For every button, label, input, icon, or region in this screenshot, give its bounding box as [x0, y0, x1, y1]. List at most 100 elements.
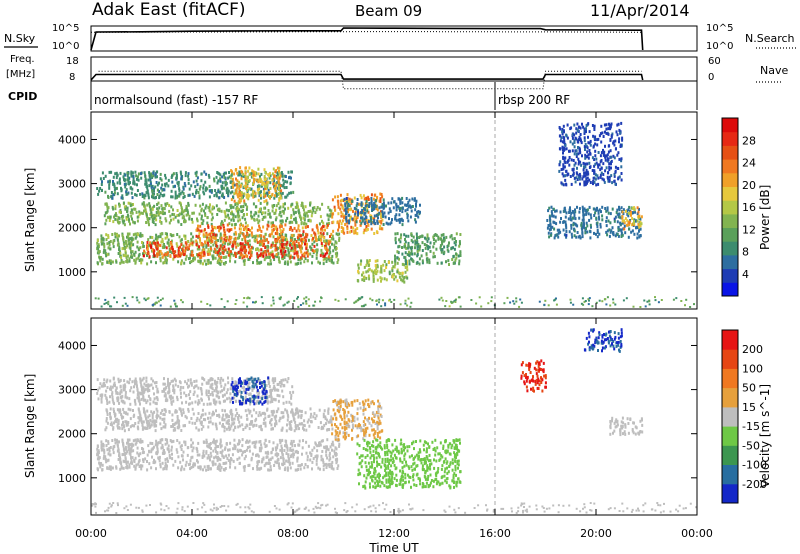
velocity-data-cell: [253, 440, 256, 444]
power-data-cell: [574, 149, 577, 153]
power-data-cell: [340, 225, 343, 229]
power-data-cell: [340, 199, 342, 203]
power-data-cell: [274, 254, 277, 258]
power-data-cell: [555, 222, 558, 226]
power-data-cell: [589, 223, 592, 227]
power-data-cell: [114, 187, 117, 191]
power-data-cell: [361, 208, 364, 212]
power-data-cell: [153, 204, 156, 208]
velocity-data-cell: [164, 465, 167, 468]
power-data-cell: [404, 302, 407, 305]
power-data-cell: [404, 299, 407, 302]
power-data-cell: [264, 250, 267, 254]
power-data-cell: [136, 299, 139, 302]
velocity-data-cell: [163, 467, 166, 470]
power-data-cell: [584, 171, 587, 175]
power-data-cell: [569, 298, 572, 301]
power-data-cell: [145, 191, 148, 195]
power-data-cell: [275, 176, 278, 180]
power-data-cell: [96, 247, 99, 251]
power-data-cell: [582, 161, 585, 165]
power-data-cell: [132, 220, 135, 224]
velocity-data-cell: [205, 450, 208, 454]
power-data-cell: [506, 296, 509, 299]
power-data-cell: [144, 251, 147, 255]
power-data-cell: [395, 218, 398, 222]
power-data-cell: [220, 236, 223, 240]
power-data-cell: [185, 204, 188, 208]
velocity-data-cell: [107, 458, 110, 462]
velocity-data-cell: [238, 462, 241, 465]
velocity-data-cell: [118, 453, 121, 457]
velocity-data-cell: [139, 440, 142, 444]
velocity-data-cell: [296, 457, 299, 461]
power-data-cell: [126, 206, 129, 210]
power-data-cell: [121, 217, 124, 221]
power-data-cell: [206, 238, 209, 242]
power-data-cell: [365, 197, 368, 200]
velocity-data-cell: [208, 445, 211, 449]
velocity-data-cell: [305, 451, 308, 455]
power-data-cell: [563, 165, 566, 169]
power-data-cell: [621, 233, 624, 237]
velocity-data-cell: [219, 468, 222, 472]
power-data-cell: [131, 296, 134, 299]
power-data-cell: [195, 242, 198, 246]
power-data-cell: [112, 207, 115, 211]
power-data-cell: [164, 182, 166, 186]
velocity-data-cell: [281, 426, 284, 430]
power-data-cell: [180, 238, 183, 242]
power-data-cell: [519, 298, 522, 301]
power-data-cell: [182, 210, 185, 214]
power-data-cell: [136, 219, 139, 223]
velocity-data-cell: [292, 448, 295, 452]
power-data-cell: [370, 222, 373, 226]
power-data-cell: [300, 244, 303, 248]
power-data-cell: [590, 216, 593, 220]
power-data-cell: [185, 254, 188, 258]
power-data-cell: [379, 197, 382, 201]
velocity-data-cell: [335, 447, 338, 451]
power-data-cell: [254, 211, 257, 215]
velocity-data-cell: [105, 460, 108, 464]
power-data-cell: [572, 159, 575, 162]
power-data-cell: [610, 135, 613, 139]
power-data-cell: [580, 163, 583, 167]
power-data-cell: [571, 142, 574, 146]
power-data-cell: [394, 254, 396, 258]
power-data-cell: [208, 232, 211, 236]
power-data-cell: [276, 255, 279, 259]
power-data-cell: [296, 262, 298, 266]
power-data-cell: [577, 125, 580, 129]
power-data-cell: [583, 139, 586, 143]
power-data-cell: [218, 247, 221, 251]
power-data-cell: [138, 210, 141, 214]
velocity-data-cell: [273, 464, 276, 467]
power-data-cell: [594, 162, 597, 166]
power-data-cell: [192, 253, 194, 257]
power-data-cell: [97, 297, 100, 300]
power-data-cell: [357, 279, 360, 283]
power-data-cell: [586, 150, 589, 154]
power-data-cell: [372, 220, 375, 224]
velocity-data-cell: [232, 447, 235, 451]
power-data-cell: [380, 277, 383, 281]
power-data-cell: [394, 259, 397, 263]
velocity-data-cell: [122, 442, 125, 445]
power-data-cell: [562, 155, 565, 159]
power-data-cell: [163, 261, 166, 264]
power-data-cell: [416, 245, 419, 249]
power-data-cell: [450, 300, 453, 303]
power-data-cell: [220, 298, 223, 301]
power-data-cell: [583, 127, 586, 131]
power-data-cell: [183, 195, 186, 198]
power-data-cell: [258, 178, 261, 182]
power-data-cell: [281, 245, 284, 249]
power-data-cell: [194, 203, 197, 207]
velocity-data-cell: [141, 447, 143, 450]
power-data-cell: [157, 235, 160, 239]
power-data-cell: [152, 196, 155, 200]
power-data-cell: [266, 201, 269, 205]
power-data-cell: [268, 255, 271, 259]
power-data-cell: [274, 231, 277, 235]
